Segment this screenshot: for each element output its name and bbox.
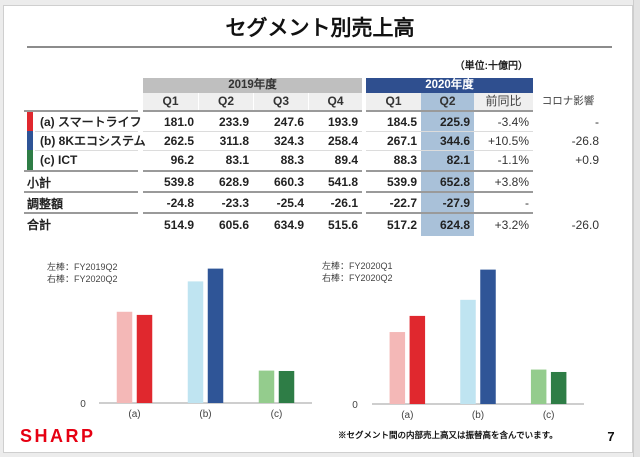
row-divider — [24, 110, 138, 112]
row-divider — [24, 191, 138, 193]
cell-2019-q1: 181.0 — [163, 114, 194, 129]
cell-2019-q4: 515.6 — [327, 217, 358, 232]
cell-2019-q4: 193.9 — [327, 114, 358, 129]
cell-yoy: +3.2% — [494, 217, 529, 232]
cell-yoy: -3.4% — [497, 114, 529, 129]
cell-yoy: - — [525, 196, 529, 210]
quarter-header-row: Q1 Q2 Q3 Q4 Q1 Q2 前同比 コロナ影響 — [0, 93, 640, 110]
col-header-2019-q4: Q4 — [308, 93, 362, 110]
row-label: 調整額 — [27, 196, 64, 211]
col-header-2020-q1: Q1 — [366, 93, 421, 110]
cell-2020-q1: 88.3 — [393, 153, 417, 167]
cell-2019-q2: 311.8 — [219, 133, 249, 148]
cell-2019-q4: -26.1 — [330, 196, 358, 210]
table-row-8k-ecosystem: (b) 8Kエコシステム 262.5 311.8 324.3 258.4 267… — [0, 131, 640, 150]
row-divider — [366, 131, 533, 132]
cell-covid-impact — [536, 172, 600, 192]
row-divider — [35, 150, 138, 151]
row-divider — [366, 212, 533, 214]
row-divider — [24, 212, 138, 214]
row-label: (c) ICT — [40, 153, 78, 167]
cell-2019-q3: 247.6 — [273, 114, 304, 129]
cell-2020-q2: 225.9 — [439, 114, 470, 129]
cell-2019-q3: 324.3 — [273, 133, 304, 148]
table-row-adjustment: 調整額 -24.8 -23.3 -25.4 -26.1 -22.7 -27.9 … — [0, 193, 640, 213]
cell-2020-q2: 344.6 — [439, 133, 470, 148]
scrollbar-track[interactable] — [633, 0, 640, 457]
col-header-2019-q1: Q1 — [143, 93, 198, 110]
table-row-ict: (c) ICT 96.2 83.1 88.3 89.4 88.3 82.1 -1… — [0, 150, 640, 170]
page-title: セグメント別売上高 — [225, 17, 415, 40]
cell-2019-q4: 541.8 — [327, 175, 358, 189]
row-divider — [143, 191, 362, 193]
row-divider — [143, 110, 362, 112]
cell-2019-q1: 262.5 — [163, 133, 194, 148]
cell-2020-q2: 82.1 — [446, 153, 470, 167]
header-fy2019: 2019年度 — [143, 78, 362, 93]
row-divider — [366, 110, 533, 112]
cell-covid-impact: -26.0 — [571, 217, 599, 232]
table-row-subtotal: 小計 539.8 628.9 660.3 541.8 539.9 652.8 +… — [0, 172, 640, 192]
cell-2020-q2: -27.9 — [442, 196, 470, 210]
cell-2020-q1: 267.1 — [386, 133, 417, 148]
row-label: 小計 — [27, 175, 52, 190]
title-divider — [27, 46, 612, 48]
cell-2019-q3: 660.3 — [273, 175, 304, 189]
cell-2019-q2: -23.3 — [221, 196, 249, 210]
header-fy2020: 2020年度 — [366, 78, 533, 93]
col-header-2019-q2: Q2 — [198, 93, 253, 110]
row-divider — [143, 150, 362, 151]
cell-2020-q1: 184.5 — [386, 114, 417, 129]
table-row-smart-life: (a) スマートライフ 181.0 233.9 247.6 193.9 184.… — [0, 112, 640, 131]
row-label: 合計 — [27, 218, 52, 232]
cell-covid-impact: +0.9 — [575, 153, 599, 167]
row-label: (a) スマートライフ — [40, 115, 142, 129]
cell-covid-impact — [536, 193, 600, 213]
cell-2019-q2: 605.6 — [218, 217, 249, 232]
row-divider — [366, 170, 533, 172]
cell-2019-q1: 96.2 — [170, 153, 194, 167]
row-divider — [24, 170, 138, 172]
cell-2020-q2: 652.8 — [439, 175, 470, 189]
col-header-2020-q2: Q2 — [439, 94, 456, 108]
col-header-yoy: 前同比 — [474, 93, 533, 110]
cell-covid-impact: -26.8 — [571, 133, 599, 148]
cell-2019-q3: 88.3 — [280, 153, 304, 167]
row-label: (b) 8Kエコシステム — [40, 134, 146, 148]
cell-2019-q3: 634.9 — [273, 217, 304, 232]
unit-label: （単位:十億円） — [454, 61, 528, 72]
cell-2019-q1: -24.8 — [166, 196, 194, 210]
segment-color-strip — [27, 150, 33, 170]
col-header-2019-q3: Q3 — [253, 93, 308, 110]
cell-2019-q1: 539.8 — [163, 175, 194, 189]
cell-2019-q4: 258.4 — [327, 133, 358, 148]
segment-color-strip — [27, 112, 33, 131]
cell-2020-q1: -22.7 — [389, 196, 417, 210]
cell-2019-q1: 514.9 — [163, 217, 194, 232]
row-divider — [143, 131, 362, 132]
cell-2019-q2: 83.1 — [225, 153, 249, 167]
cell-2019-q2: 233.9 — [218, 114, 249, 129]
col-header-covid-impact: コロナ影響 — [541, 95, 595, 107]
cell-2019-q2: 628.9 — [218, 175, 249, 189]
row-divider — [366, 191, 533, 193]
cell-2020-q2: 624.8 — [439, 217, 470, 232]
cell-yoy: +10.5% — [487, 133, 529, 148]
cell-2020-q1: 539.9 — [386, 175, 417, 189]
table-row-total: 合計 514.9 605.6 634.9 515.6 517.2 624.8 +… — [0, 214, 640, 235]
segment-color-strip — [27, 131, 33, 150]
cell-2019-q3: -25.4 — [276, 196, 304, 210]
row-divider — [143, 170, 362, 172]
row-divider — [366, 150, 533, 151]
row-divider — [35, 131, 138, 132]
cell-2020-q1: 517.2 — [386, 217, 417, 232]
cell-2019-q4: 89.4 — [334, 153, 358, 167]
cell-covid-impact: - — [595, 114, 599, 129]
cell-yoy: -1.1% — [497, 153, 529, 167]
page-number: 7 — [607, 429, 615, 444]
footnote: ※セグメント間の内部売上高又は振替高を含んでいます。 — [338, 430, 558, 440]
row-divider — [143, 212, 362, 214]
sharp-logo: SHARP — [20, 426, 96, 446]
cell-yoy: +3.8% — [494, 175, 529, 189]
